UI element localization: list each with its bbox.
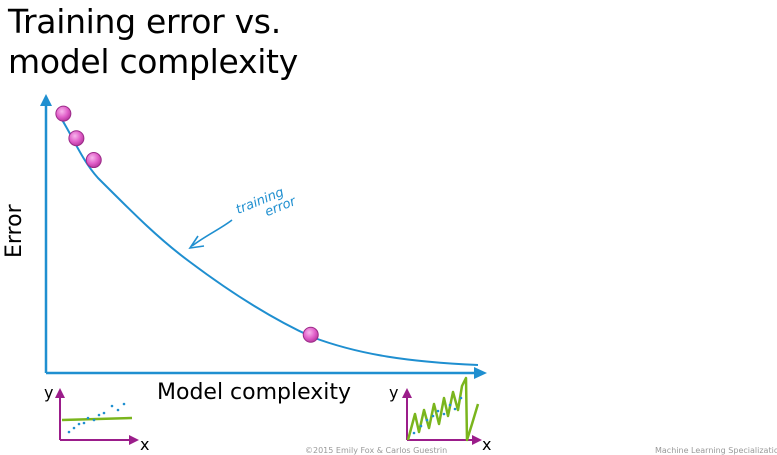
inset-left-point xyxy=(110,404,114,408)
inset-left-point xyxy=(72,426,76,430)
training-error-annotation: training error xyxy=(188,181,300,250)
highlighted-point-2 xyxy=(68,130,85,147)
inset-left-x-arrowhead xyxy=(129,435,139,445)
inset-right-y-label: y xyxy=(389,383,398,402)
inset-left-y-arrowhead xyxy=(55,388,65,398)
inset-right-point xyxy=(412,431,416,435)
inset-right-point xyxy=(431,414,435,418)
inset-left-point xyxy=(67,430,71,434)
inset-left-x-label: x xyxy=(140,435,149,452)
inset-right-x-label: x xyxy=(482,435,491,452)
slide-title: Training error vs. model complexity xyxy=(8,2,298,82)
inset-right-point xyxy=(453,407,457,411)
annotation-arrow xyxy=(191,219,233,247)
inset-left-data-points xyxy=(67,402,126,434)
inset-left-y-label: y xyxy=(44,383,53,402)
slide-title-line-1: Training error vs. xyxy=(8,2,281,41)
x-axis-arrowhead xyxy=(474,367,487,379)
inset-right-point xyxy=(448,403,452,407)
inset-right-x-arrowhead xyxy=(472,435,482,445)
slide-title-line-2: model complexity xyxy=(8,42,298,81)
highlighted-point-3 xyxy=(85,152,102,169)
inset-right-point xyxy=(425,418,429,422)
footer-copyright: ©2015 Emily Fox & Carlos Guestrin xyxy=(305,446,448,455)
x-axis-label: Model complexity xyxy=(157,380,352,405)
footer-course-name: Machine Learning Specialization xyxy=(655,446,777,455)
inset-left-point xyxy=(82,421,86,425)
inset-right-point xyxy=(419,424,423,428)
inset-left-point xyxy=(122,402,126,406)
inset-left-point xyxy=(92,418,96,422)
chart-axes xyxy=(40,94,487,379)
y-axis-arrowhead xyxy=(40,94,52,106)
inset-simple-model: y x xyxy=(44,383,149,452)
inset-left-point xyxy=(116,408,120,412)
inset-right-data-points xyxy=(412,396,463,435)
inset-right-fit-curve xyxy=(406,376,480,442)
highlighted-point-4 xyxy=(302,326,319,343)
inset-complex-model: y x xyxy=(389,376,491,452)
inset-right-point xyxy=(436,409,440,413)
highlighted-point-1 xyxy=(55,105,72,122)
inset-left-point xyxy=(86,416,90,420)
inset-left-point xyxy=(77,422,81,426)
highlighted-points xyxy=(55,105,319,343)
annotation-text: training error xyxy=(234,181,300,229)
inset-left-point xyxy=(102,411,106,415)
inset-left-fit-line xyxy=(61,416,133,422)
annotation-arrowhead xyxy=(188,235,205,250)
inset-right-y-arrowhead xyxy=(402,388,412,398)
series-training-error-line xyxy=(56,111,479,366)
inset-right-point xyxy=(442,412,446,416)
inset-left-point xyxy=(97,413,101,417)
inset-right-point xyxy=(459,396,463,400)
